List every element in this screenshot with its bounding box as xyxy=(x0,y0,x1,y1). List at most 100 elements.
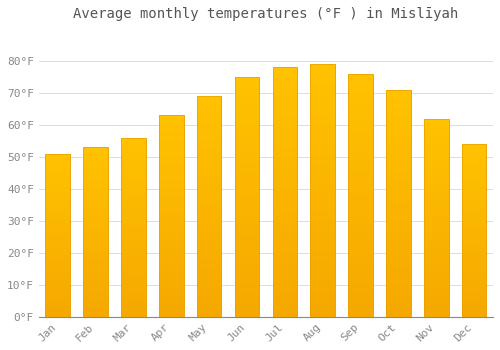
Bar xyxy=(84,290,108,293)
Bar xyxy=(424,226,448,230)
Bar xyxy=(386,181,410,185)
Bar xyxy=(272,247,297,252)
Bar xyxy=(462,258,486,261)
Bar xyxy=(272,92,297,97)
Bar xyxy=(84,188,108,191)
Bar xyxy=(84,181,108,185)
Bar xyxy=(197,127,222,132)
Bar xyxy=(84,303,108,307)
Bar xyxy=(272,68,297,72)
Bar xyxy=(310,94,335,100)
Bar xyxy=(197,96,222,317)
Bar xyxy=(121,199,146,202)
Bar xyxy=(84,256,108,259)
Bar xyxy=(197,286,222,290)
Bar xyxy=(462,189,486,192)
Bar xyxy=(121,245,146,249)
Bar xyxy=(272,292,297,297)
Bar xyxy=(310,287,335,292)
Bar xyxy=(272,242,297,247)
Bar xyxy=(84,218,108,222)
Bar xyxy=(234,307,260,312)
Bar xyxy=(424,126,448,131)
Bar xyxy=(84,205,108,208)
Bar xyxy=(46,154,70,317)
Bar xyxy=(46,206,70,209)
Bar xyxy=(272,77,297,82)
Bar xyxy=(310,281,335,287)
Bar xyxy=(159,200,184,204)
Bar xyxy=(197,114,222,118)
Bar xyxy=(424,198,448,202)
Bar xyxy=(234,211,260,216)
Bar xyxy=(310,150,335,155)
Bar xyxy=(46,294,70,297)
Bar xyxy=(197,158,222,162)
Bar xyxy=(197,224,222,229)
Bar xyxy=(159,273,184,277)
Bar xyxy=(386,149,410,153)
Bar xyxy=(272,222,297,227)
Bar xyxy=(197,202,222,206)
Bar xyxy=(348,142,373,147)
Bar xyxy=(121,148,146,152)
Bar xyxy=(84,158,108,161)
Bar xyxy=(234,240,260,245)
Bar xyxy=(121,163,146,166)
Bar xyxy=(234,206,260,211)
Bar xyxy=(46,297,70,301)
Bar xyxy=(424,190,448,194)
Bar xyxy=(348,239,373,244)
Bar xyxy=(159,232,184,236)
Bar xyxy=(121,166,146,170)
Bar xyxy=(272,232,297,237)
Bar xyxy=(348,215,373,219)
Bar xyxy=(159,116,184,317)
Bar xyxy=(348,302,373,307)
Bar xyxy=(197,110,222,114)
Bar xyxy=(348,298,373,302)
Bar xyxy=(234,139,260,144)
Bar xyxy=(84,246,108,249)
Bar xyxy=(462,231,486,234)
Bar xyxy=(272,137,297,142)
Bar xyxy=(46,314,70,317)
Bar xyxy=(272,277,297,282)
Bar xyxy=(197,132,222,136)
Bar xyxy=(46,173,70,176)
Bar xyxy=(46,180,70,183)
Bar xyxy=(424,206,448,210)
Bar xyxy=(84,202,108,205)
Bar xyxy=(84,276,108,280)
Bar xyxy=(197,268,222,273)
Bar xyxy=(121,267,146,270)
Bar xyxy=(310,175,335,180)
Bar xyxy=(84,252,108,256)
Bar xyxy=(159,184,184,188)
Bar xyxy=(46,222,70,225)
Bar xyxy=(272,112,297,117)
Bar xyxy=(348,293,373,297)
Bar xyxy=(310,196,335,201)
Bar xyxy=(197,259,222,264)
Bar xyxy=(272,68,297,317)
Bar xyxy=(234,298,260,302)
Bar xyxy=(159,216,184,220)
Bar xyxy=(310,140,335,145)
Bar xyxy=(46,154,70,317)
Bar xyxy=(310,236,335,241)
Bar xyxy=(234,259,260,264)
Bar xyxy=(386,90,410,94)
Bar xyxy=(84,232,108,236)
Bar xyxy=(386,285,410,289)
Bar xyxy=(462,289,486,293)
Bar xyxy=(84,293,108,296)
Bar xyxy=(197,167,222,171)
Bar xyxy=(424,261,448,265)
Bar xyxy=(424,119,448,317)
Bar xyxy=(386,117,410,121)
Bar xyxy=(197,273,222,277)
Bar xyxy=(84,239,108,242)
Bar xyxy=(310,110,335,115)
Bar xyxy=(197,211,222,215)
